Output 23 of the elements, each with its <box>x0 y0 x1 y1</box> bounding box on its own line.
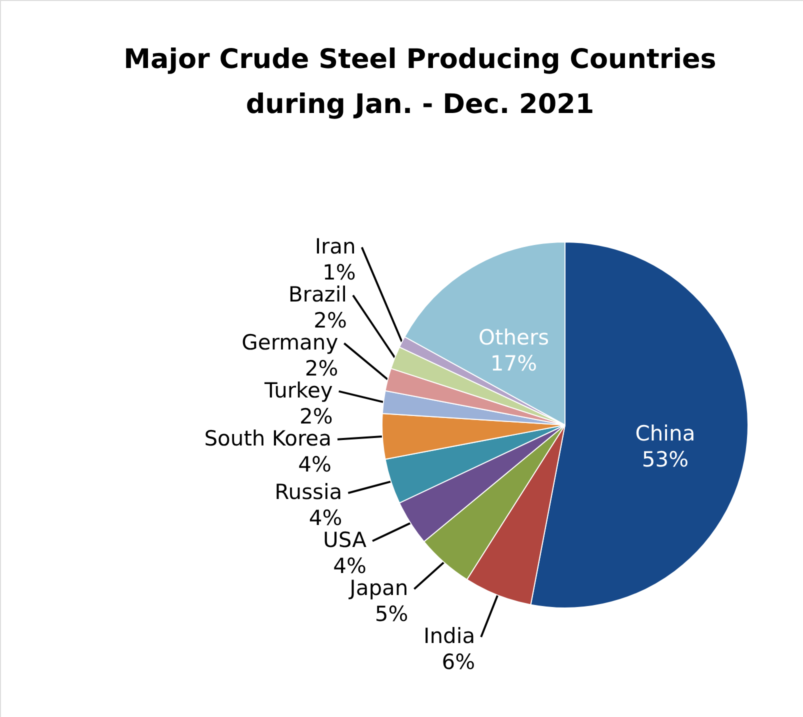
slice-label: India <box>424 624 476 648</box>
data-label: 4% <box>308 506 342 530</box>
slice-label: Others <box>478 325 550 350</box>
data-label: 53% <box>642 447 689 472</box>
data-label: 2% <box>304 356 338 380</box>
data-label: 17% <box>490 351 538 376</box>
slice-label: South Korea <box>204 426 332 450</box>
slice-label: Russia <box>274 480 342 504</box>
slice-label: USA <box>323 528 368 552</box>
data-label: 5% <box>374 602 408 626</box>
slice-label: Japan <box>348 576 408 600</box>
slice-label: Brazil <box>288 282 348 306</box>
slice-label: Iran <box>314 234 356 258</box>
slice-label: Turkey <box>263 378 333 402</box>
data-label: 4% <box>333 554 366 578</box>
data-label: 6% <box>442 650 476 674</box>
data-label: 2% <box>299 404 333 428</box>
slice-label: China <box>635 421 696 446</box>
data-label: 1% <box>322 260 356 284</box>
chart-title: Major Crude Steel Producing Countries during Jan. - Dec. 2021 <box>124 44 716 120</box>
data-label: 2% <box>314 308 348 332</box>
slice-label: Germany <box>242 330 338 354</box>
data-label: 4% <box>298 452 332 476</box>
